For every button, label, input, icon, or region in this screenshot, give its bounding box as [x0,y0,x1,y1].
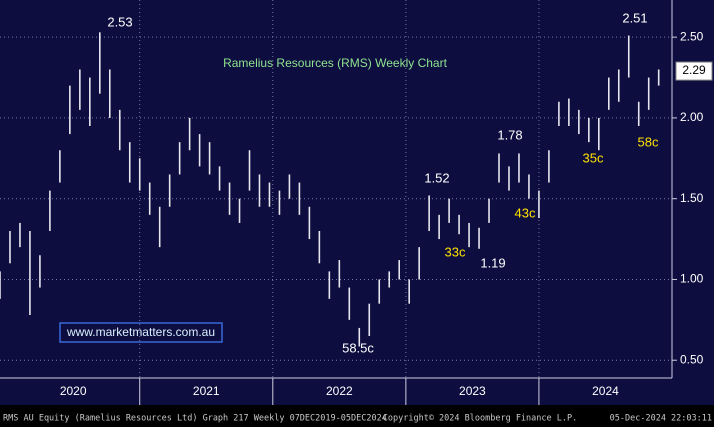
x-tick-label: 2020 [60,384,87,398]
annotation: 33c [445,244,466,259]
annotation: 43c [515,205,536,220]
annotation: 1.52 [424,170,449,185]
y-tick-label: 2.50 [680,29,704,43]
annotation: 58.5c [342,340,374,355]
annotation: 35c [583,150,604,165]
watermark-box [59,322,223,343]
annotation: 1.19 [480,255,505,270]
footer-center: Copyright© 2024 Bloomberg Finance L.P. [383,414,577,424]
annotation: 58c [638,134,659,149]
watermark: www.marketmatters.com.au [66,325,215,339]
x-tick-label: 2024 [592,384,619,398]
last-price-label: 2.29 [682,63,706,77]
y-tick-label: 2.00 [680,110,704,124]
y-tick-label: 1.00 [680,272,704,286]
footer-right: 05-Dec-2024 22:03:11 [610,414,712,424]
y-tick-label: 0.50 [680,352,704,366]
annotation: 2.51 [622,10,647,25]
footer-left: RMS AU Equity (Ramelius Resources Ltd) G… [3,414,387,424]
y-tick-label: 1.50 [680,191,704,205]
chart-title: Ramelius Resources (RMS) Weekly Chart [223,56,448,70]
footer-background [0,405,714,427]
x-tick-label: 2022 [326,384,353,398]
annotation: 1.78 [497,127,522,142]
x-tick-label: 2021 [193,384,220,398]
last-price-box [675,61,713,81]
x-tick-label: 2023 [459,384,486,398]
annotation: 2.53 [107,14,132,29]
